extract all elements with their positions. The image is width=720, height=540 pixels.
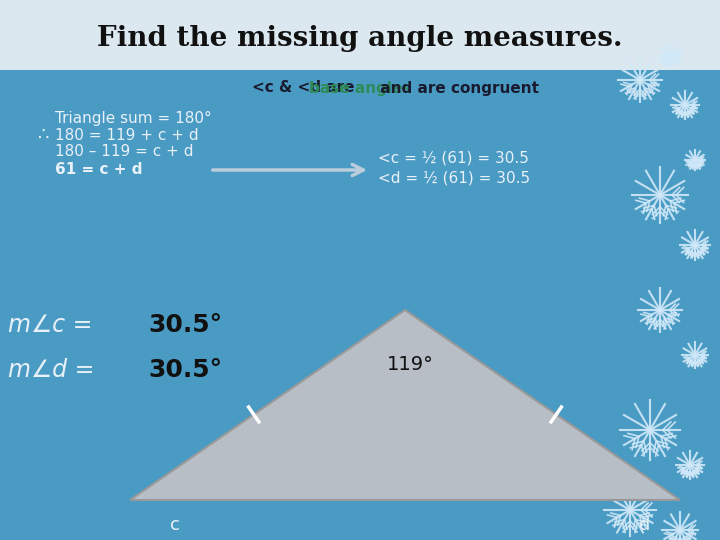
Text: 119°: 119° bbox=[387, 355, 433, 375]
Text: d: d bbox=[639, 516, 651, 534]
Text: Triangle sum = 180°: Triangle sum = 180° bbox=[55, 111, 212, 125]
Text: m∠d =: m∠d = bbox=[8, 358, 102, 382]
Text: and are congruent: and are congruent bbox=[375, 80, 539, 96]
Text: 30.5°: 30.5° bbox=[148, 358, 222, 382]
Text: 30.5°: 30.5° bbox=[148, 313, 222, 337]
Text: <c = ½ (61) = 30.5: <c = ½ (61) = 30.5 bbox=[378, 151, 529, 165]
Text: m∠c =: m∠c = bbox=[8, 313, 100, 337]
Text: 180 – 119 = c + d: 180 – 119 = c + d bbox=[55, 145, 194, 159]
Text: <d = ½ (61) = 30.5: <d = ½ (61) = 30.5 bbox=[378, 171, 530, 186]
Text: base angles: base angles bbox=[309, 80, 411, 96]
Text: Find the missing angle measures.: Find the missing angle measures. bbox=[97, 24, 623, 51]
Text: c: c bbox=[170, 516, 180, 534]
Bar bbox=[0, 0, 720, 70]
Polygon shape bbox=[130, 310, 680, 500]
Text: 61 = c + d: 61 = c + d bbox=[55, 163, 143, 178]
Text: 180 = 119 + c + d: 180 = 119 + c + d bbox=[55, 127, 199, 143]
Text: ∴: ∴ bbox=[38, 126, 50, 144]
Text: <c & <d are: <c & <d are bbox=[252, 80, 360, 96]
